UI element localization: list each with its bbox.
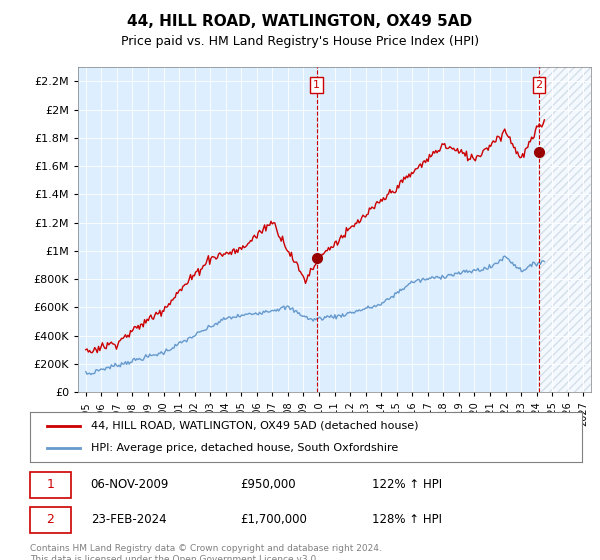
Text: 06-NOV-2009: 06-NOV-2009 [91,478,169,491]
Text: 44, HILL ROAD, WATLINGTON, OX49 5AD: 44, HILL ROAD, WATLINGTON, OX49 5AD [127,14,473,29]
Text: Contains HM Land Registry data © Crown copyright and database right 2024.
This d: Contains HM Land Registry data © Crown c… [30,544,382,560]
Bar [539,67,599,392]
Text: 23-FEB-2024: 23-FEB-2024 [91,514,166,526]
Text: 1: 1 [313,80,320,90]
Text: 44, HILL ROAD, WATLINGTON, OX49 5AD (detached house): 44, HILL ROAD, WATLINGTON, OX49 5AD (det… [91,421,418,431]
FancyBboxPatch shape [30,472,71,498]
Text: 2: 2 [46,514,55,526]
Text: HPI: Average price, detached house, South Oxfordshire: HPI: Average price, detached house, Sout… [91,443,398,453]
Text: Price paid vs. HM Land Registry's House Price Index (HPI): Price paid vs. HM Land Registry's House … [121,35,479,48]
Text: 128% ↑ HPI: 128% ↑ HPI [372,514,442,526]
Text: £1,700,000: £1,700,000 [240,514,307,526]
FancyBboxPatch shape [30,507,71,533]
Text: 2: 2 [535,80,542,90]
Text: £950,000: £950,000 [240,478,295,491]
Text: 1: 1 [46,478,55,491]
Text: 122% ↑ HPI: 122% ↑ HPI [372,478,442,491]
Bar [539,67,599,392]
